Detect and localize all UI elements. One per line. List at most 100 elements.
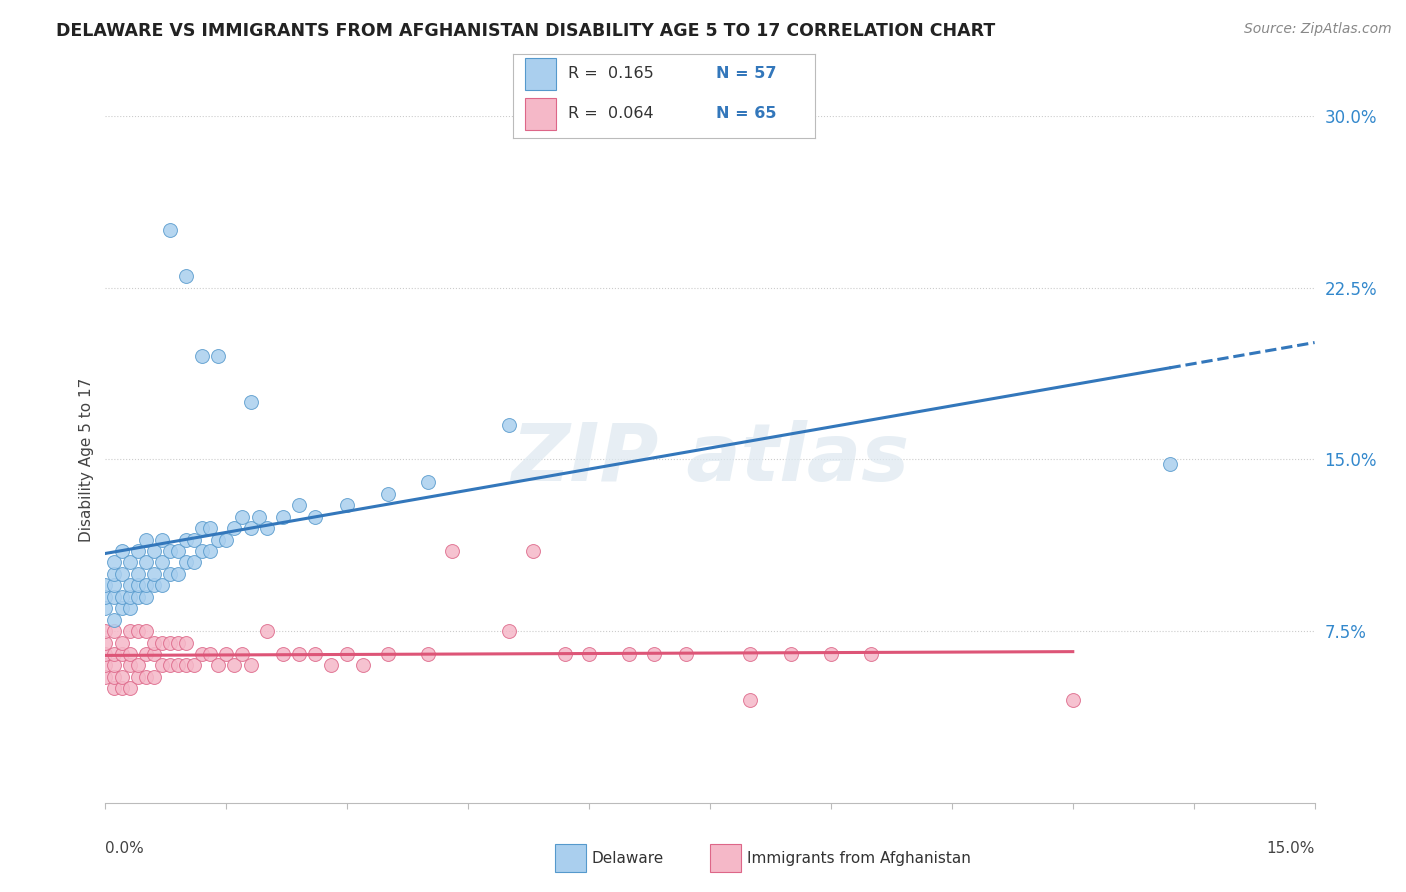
Point: [94, 658, 117, 673]
Point: [159, 566, 181, 581]
Point: [159, 223, 181, 237]
Point: [110, 635, 132, 649]
Text: N = 65: N = 65: [716, 106, 776, 121]
Point: [247, 509, 270, 524]
Text: R =  0.165: R = 0.165: [568, 66, 654, 81]
Bar: [526, 97, 555, 130]
Point: [820, 647, 842, 661]
Point: [200, 647, 222, 661]
Point: [304, 509, 326, 524]
Point: [271, 647, 294, 661]
Point: [110, 566, 132, 581]
Point: [135, 647, 157, 661]
Point: [167, 566, 190, 581]
Text: 0.0%: 0.0%: [105, 840, 145, 855]
Point: [174, 533, 197, 547]
Point: [191, 350, 214, 364]
Point: [142, 670, 165, 684]
Point: [224, 658, 246, 673]
Point: [127, 670, 149, 684]
Point: [159, 658, 181, 673]
Point: [110, 601, 132, 615]
Point: [321, 658, 343, 673]
Point: [191, 647, 214, 661]
Point: [127, 658, 149, 673]
Point: [174, 555, 197, 570]
Point: [127, 624, 149, 639]
Text: Immigrants from Afghanistan: Immigrants from Afghanistan: [747, 851, 970, 865]
Point: [127, 566, 149, 581]
Point: [522, 544, 544, 558]
Point: [118, 647, 141, 661]
Point: [94, 670, 117, 684]
Point: [94, 578, 117, 592]
Point: [110, 544, 132, 558]
Point: [103, 578, 125, 592]
Point: [142, 544, 165, 558]
Point: [103, 681, 125, 696]
Text: Source: ZipAtlas.com: Source: ZipAtlas.com: [1244, 22, 1392, 37]
Point: [103, 566, 125, 581]
Point: [1062, 692, 1084, 706]
Text: ZIP atlas: ZIP atlas: [510, 420, 910, 499]
Point: [336, 647, 359, 661]
Point: [619, 647, 641, 661]
Point: [377, 487, 399, 501]
Point: [150, 578, 173, 592]
Point: [174, 269, 197, 284]
Point: [127, 544, 149, 558]
Point: [150, 658, 173, 673]
Point: [239, 395, 262, 409]
Point: [142, 635, 165, 649]
Point: [183, 533, 205, 547]
Text: DELAWARE VS IMMIGRANTS FROM AFGHANISTAN DISABILITY AGE 5 TO 17 CORRELATION CHART: DELAWARE VS IMMIGRANTS FROM AFGHANISTAN …: [56, 22, 995, 40]
Point: [142, 578, 165, 592]
Point: [183, 658, 205, 673]
Text: N = 57: N = 57: [716, 66, 776, 81]
Point: [578, 647, 600, 661]
Text: 15.0%: 15.0%: [1267, 840, 1315, 855]
Point: [127, 578, 149, 592]
Point: [224, 521, 246, 535]
Point: [304, 647, 326, 661]
Point: [150, 533, 173, 547]
Point: [377, 647, 399, 661]
Point: [135, 624, 157, 639]
Point: [200, 544, 222, 558]
Point: [167, 544, 190, 558]
Point: [110, 647, 132, 661]
Point: [207, 350, 229, 364]
Point: [740, 692, 762, 706]
Point: [110, 681, 132, 696]
Point: [215, 647, 238, 661]
Point: [103, 647, 125, 661]
Point: [94, 635, 117, 649]
Point: [159, 544, 181, 558]
Point: [207, 658, 229, 673]
Point: [94, 624, 117, 639]
Point: [675, 647, 697, 661]
Point: [740, 647, 762, 661]
Point: [860, 647, 883, 661]
Point: [150, 555, 173, 570]
Text: R =  0.064: R = 0.064: [568, 106, 654, 121]
Point: [231, 509, 253, 524]
Point: [118, 624, 141, 639]
Point: [127, 590, 149, 604]
Point: [118, 590, 141, 604]
Point: [103, 555, 125, 570]
Point: [779, 647, 801, 661]
Point: [231, 647, 253, 661]
Point: [110, 670, 132, 684]
Point: [256, 521, 278, 535]
Point: [103, 624, 125, 639]
Point: [174, 658, 197, 673]
Point: [643, 647, 665, 661]
Point: [135, 555, 157, 570]
Point: [215, 533, 238, 547]
Point: [191, 521, 214, 535]
Point: [94, 647, 117, 661]
Point: [150, 635, 173, 649]
Point: [174, 635, 197, 649]
Point: [135, 578, 157, 592]
